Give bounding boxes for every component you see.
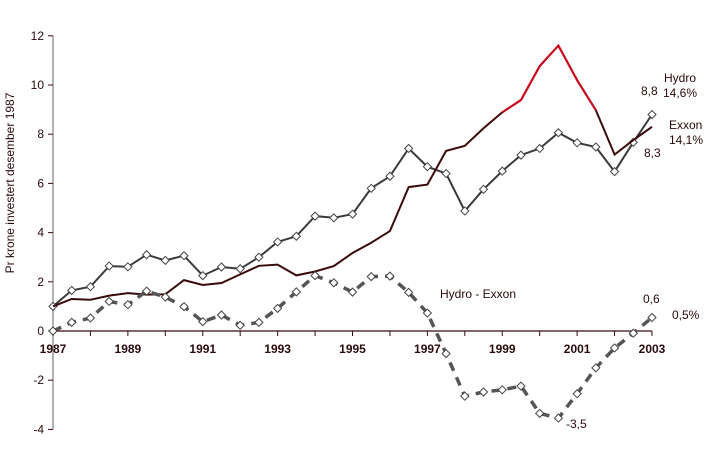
y-tick-label: 8 [37, 127, 44, 141]
data-point-hydro-exxon [216, 310, 227, 320]
data-point-hydro-exxon [48, 326, 58, 336]
data-point-hydro-exxon [123, 299, 133, 310]
data-point-hydro [179, 251, 189, 261]
data-point-hydro-exxon [198, 316, 208, 327]
data-point-hydro [478, 184, 489, 195]
x-tick-label: 1999 [489, 342, 516, 356]
data-point-hydro [516, 150, 526, 160]
data-point-hydro-exxon [647, 312, 657, 323]
label-hydro-name: Hydro [664, 71, 696, 85]
data-point-hydro [591, 142, 601, 152]
data-point-hydro-exxon [329, 278, 339, 288]
data-point-hydro-exxon [385, 271, 395, 281]
y-tick-label: -4 [33, 422, 44, 436]
label-hydro-end: 8,8 [641, 84, 658, 98]
data-point-hydro-exxon [478, 387, 489, 397]
data-point-hydro-exxon [572, 389, 582, 399]
data-point-hydro [609, 166, 620, 177]
data-point-hydro [254, 252, 264, 262]
label-exxon-name: Exxon [669, 118, 702, 132]
y-tick-label: 0 [37, 324, 44, 338]
data-point-hydro-exxon [460, 391, 470, 401]
data-point-hydro-exxon [272, 303, 283, 314]
data-point-hydro [497, 166, 507, 176]
data-point-hydro-exxon [403, 287, 414, 298]
x-tick-label: 1989 [115, 342, 142, 356]
y-tick-label: -2 [33, 373, 44, 387]
data-point-hydro-exxon [591, 363, 601, 373]
data-point-hydro-exxon [366, 271, 376, 282]
data-point-hydro [104, 261, 114, 271]
series-highlight-exxon [501, 43, 597, 114]
data-point-hydro [534, 143, 545, 154]
data-point-hydro [272, 237, 283, 247]
y-tick-label: 4 [37, 226, 44, 240]
data-point-hydro [329, 213, 339, 223]
data-point-hydro [141, 250, 152, 260]
data-point-hydro-exxon [160, 292, 171, 302]
label-exxon-end: 8,3 [644, 146, 661, 160]
data-point-hydro-exxon [104, 296, 114, 307]
data-point-hydro [460, 206, 470, 216]
label-hydro-pct: 14,6% [663, 86, 697, 100]
data-point-hydro-exxon [235, 320, 245, 331]
data-point-hydro [216, 262, 227, 272]
data-point-hydro-exxon [291, 287, 302, 297]
axes: -4 -2 0 2 4 6 8 10 12 1987 1989 1991 1993 1995 1997 199… [31, 29, 666, 437]
data-point-hydro-exxon [310, 270, 320, 281]
data-point-hydro [385, 171, 395, 181]
data-point-hydro-exxon [179, 301, 189, 312]
x-tick-label: 1987 [40, 342, 67, 356]
data-point-hydro [441, 168, 451, 179]
data-point-hydro-exxon [254, 317, 264, 328]
x-tick-label: 1993 [264, 342, 291, 356]
data-point-hydro [422, 161, 433, 172]
data-point-hydro [291, 231, 302, 241]
data-point-hydro [160, 255, 171, 266]
data-point-hydro-exxon [628, 328, 638, 338]
data-point-hydro [85, 282, 96, 292]
x-tick-label: 1995 [339, 342, 366, 356]
data-point-hydro [123, 262, 133, 272]
data-point-hydro [553, 128, 564, 138]
label-diff-min: -3,5 [566, 417, 587, 431]
data-point-hydro-exxon [422, 308, 433, 318]
data-point-hydro-exxon [609, 343, 620, 353]
x-tick-label: 2003 [639, 342, 666, 356]
series-line-hydro-exxon [52, 273, 654, 421]
x-tick-label: 1997 [414, 342, 441, 356]
data-point-hydro-exxon [516, 381, 526, 391]
y-tick-label: 12 [31, 29, 45, 43]
data-point-hydro [347, 209, 358, 219]
data-point-hydro-exxon [85, 313, 96, 323]
y-tick-label: 10 [31, 78, 45, 92]
x-tick-label: 1991 [189, 342, 216, 356]
data-point-hydro-exxon [553, 413, 564, 423]
data-point-hydro-exxon [441, 348, 451, 359]
x-tick-label: 2001 [564, 342, 591, 356]
data-point-hydro-exxon [347, 287, 358, 297]
label-diff-name: Hydro - Exxon [440, 287, 516, 301]
series-line-exxon [52, 43, 653, 308]
label-diff-pct: 0,5% [672, 308, 700, 322]
y-tick-label: 6 [37, 176, 44, 190]
data-point-hydro-exxon [141, 286, 152, 296]
data-point-hydro [235, 264, 245, 274]
data-point-hydro [647, 109, 657, 120]
data-point-hydro [67, 285, 77, 296]
series-marks [48, 43, 657, 423]
data-point-hydro [572, 138, 582, 148]
data-point-hydro-exxon [67, 317, 77, 328]
data-point-hydro [366, 183, 376, 194]
label-diff-end: 0,6 [643, 292, 660, 306]
label-exxon-pct: 14,1% [669, 133, 703, 147]
data-point-hydro [403, 143, 414, 154]
data-point-hydro-exxon [497, 385, 507, 395]
y-tick-label: 2 [37, 275, 44, 289]
y-axis-label: Pr krone investert desember 1987 [3, 92, 17, 273]
data-point-hydro-exxon [534, 408, 545, 419]
data-point-hydro [198, 270, 208, 281]
data-point-hydro [310, 211, 320, 221]
